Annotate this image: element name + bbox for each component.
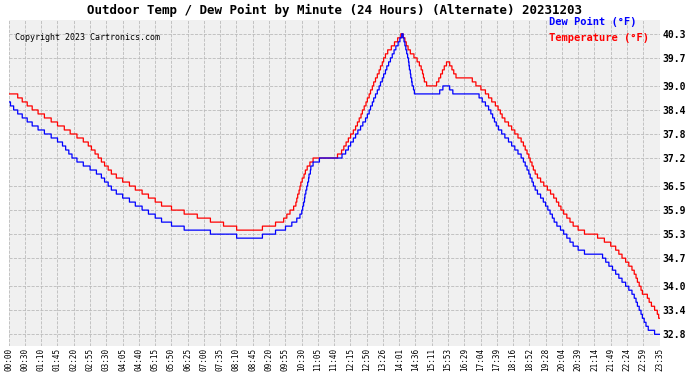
Text: Copyright 2023 Cartronics.com: Copyright 2023 Cartronics.com	[15, 33, 160, 42]
Title: Outdoor Temp / Dew Point by Minute (24 Hours) (Alternate) 20231203: Outdoor Temp / Dew Point by Minute (24 H…	[87, 4, 582, 17]
Legend: Dew Point (°F), Temperature (°F): Dew Point (°F), Temperature (°F)	[544, 13, 653, 47]
